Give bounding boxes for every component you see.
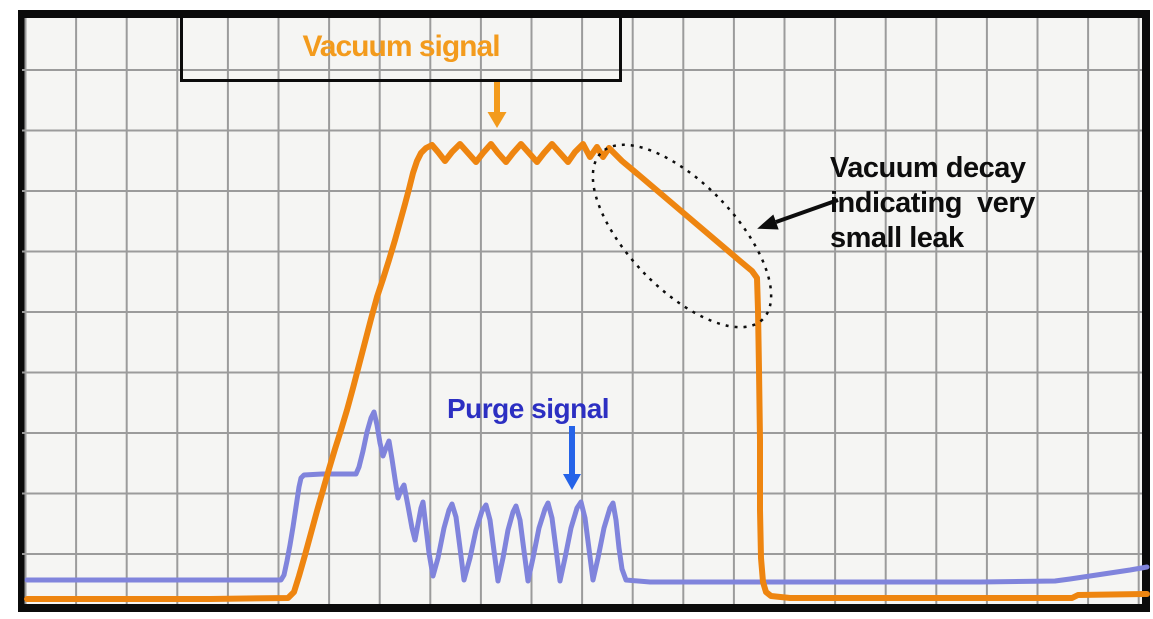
grid-lines [22,18,1142,604]
vacuum-signal-callout-box: Vacuum signal [180,12,622,82]
purge-label-arrow-icon [563,426,581,490]
vacuum-decay-note: Vacuum decay indicating very small leak [830,152,1035,254]
decay-pointer-arrow-icon [757,198,839,230]
vacuum-signal-trace [24,141,1150,602]
vacuum-label-arrow-icon [487,80,507,128]
leak-highlight-ellipse [591,143,773,329]
signal-traces [24,141,1150,602]
vacuum-signal-label: Vacuum signal [302,30,500,63]
annotations [487,80,839,490]
arrow-shaft [775,198,839,224]
arrow-head [563,474,581,490]
arrow-head [757,214,779,230]
purge-signal-trace [24,409,1150,585]
arrow-head [487,112,507,128]
purge-signal-label: Purge signal [447,393,610,424]
